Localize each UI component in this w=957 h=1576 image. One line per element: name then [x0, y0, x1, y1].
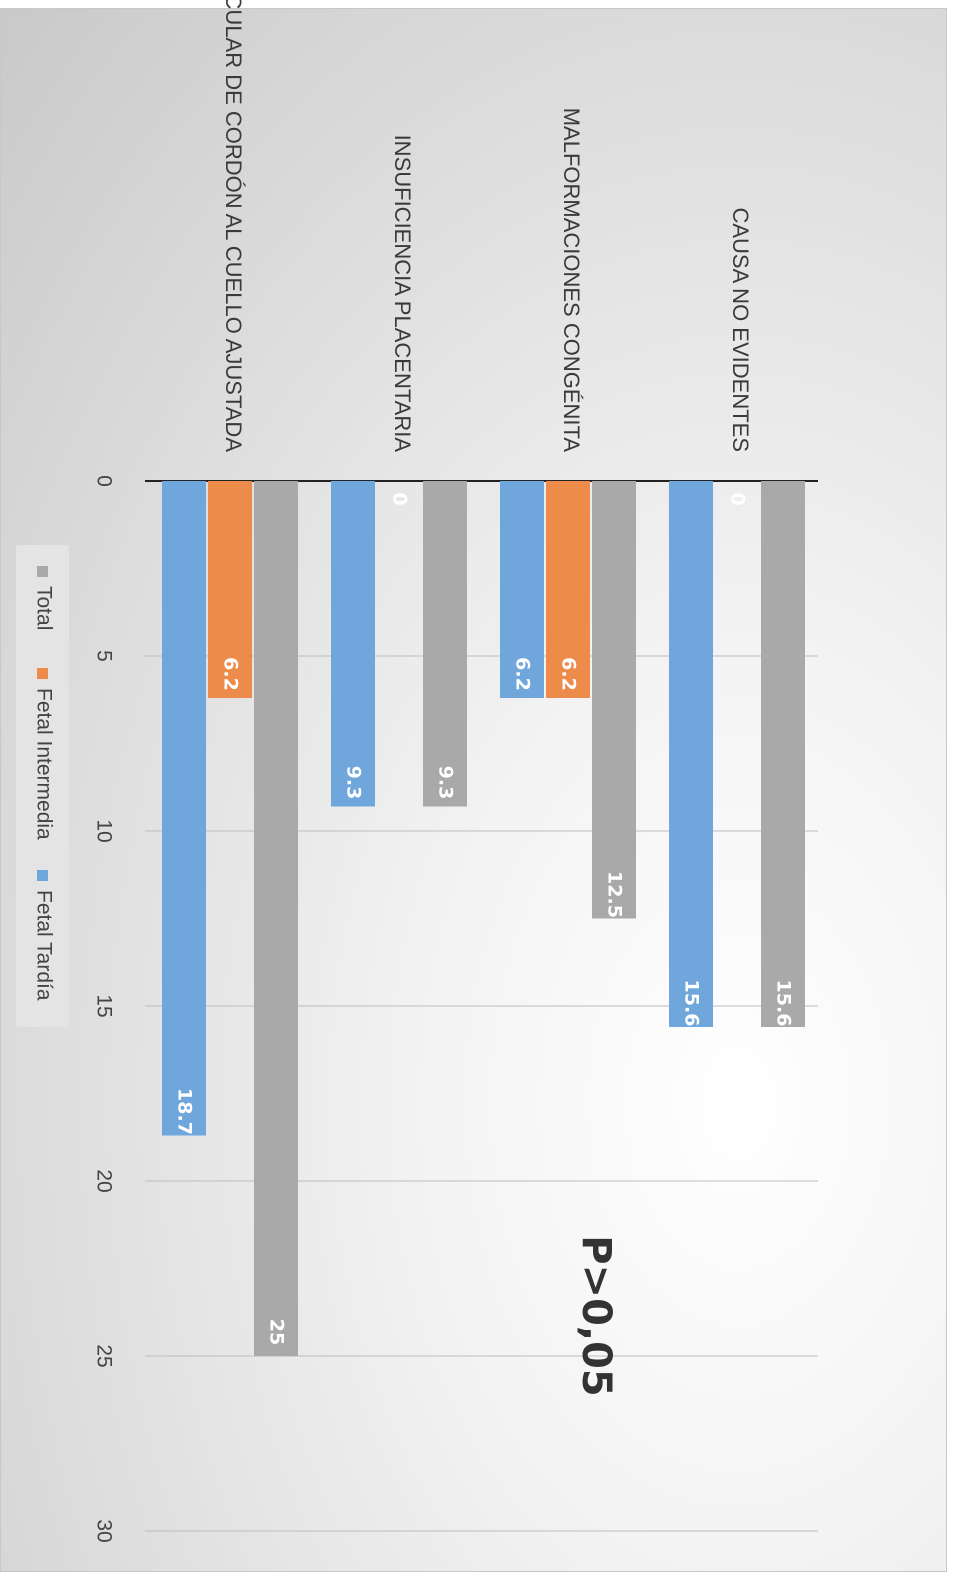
tick-label: 0 [92, 475, 115, 487]
bar [162, 481, 206, 1136]
legend-swatch [37, 870, 48, 881]
category-label: CIRCULAR DE CORDÓN AL CUELLO AJUSTADA [221, 0, 246, 452]
tick-label: 25 [92, 1344, 115, 1367]
legend-label: Fetal Tardía [32, 890, 55, 1001]
data-label: 6.2 [558, 657, 580, 691]
bar [423, 481, 467, 807]
category-label: CAUSA NO EVIDENTES [728, 207, 753, 452]
category-label: MALFORMACIONES CONGÉNITA [559, 108, 584, 453]
tick-label: 5 [92, 650, 115, 662]
bar [546, 481, 590, 698]
tick-label: 15 [92, 994, 115, 1017]
bar [669, 481, 713, 1027]
bar [761, 481, 805, 1027]
data-label: 6.2 [512, 657, 534, 691]
bar [208, 481, 252, 698]
bar [331, 481, 375, 807]
legend [16, 545, 69, 1027]
data-label: 6.2 [220, 657, 242, 691]
tick-label: 30 [92, 1519, 115, 1542]
legend-label: Total [32, 586, 55, 630]
data-label: 9.3 [343, 766, 365, 800]
bar [500, 481, 544, 698]
data-label: 18.7 [174, 1088, 196, 1135]
bar [592, 481, 636, 919]
legend-swatch [37, 566, 48, 577]
data-label: 0 [727, 492, 749, 505]
data-label: 25 [266, 1319, 288, 1345]
data-label: 12.5 [604, 871, 626, 918]
p-value-annotation: P>0,05 [573, 1235, 619, 1397]
tick-label: 10 [92, 819, 115, 842]
data-label: 15.6 [681, 980, 703, 1027]
data-label: 0 [389, 492, 411, 505]
data-label: 15.6 [773, 980, 795, 1027]
tick-label: 20 [92, 1169, 115, 1192]
data-label: 9.3 [435, 766, 457, 800]
category-label: INSUFICIENCIA PLACENTARIA [390, 135, 415, 453]
bar [254, 481, 298, 1356]
legend-swatch [37, 668, 48, 679]
legend-label: Fetal Intermedia [32, 688, 55, 840]
